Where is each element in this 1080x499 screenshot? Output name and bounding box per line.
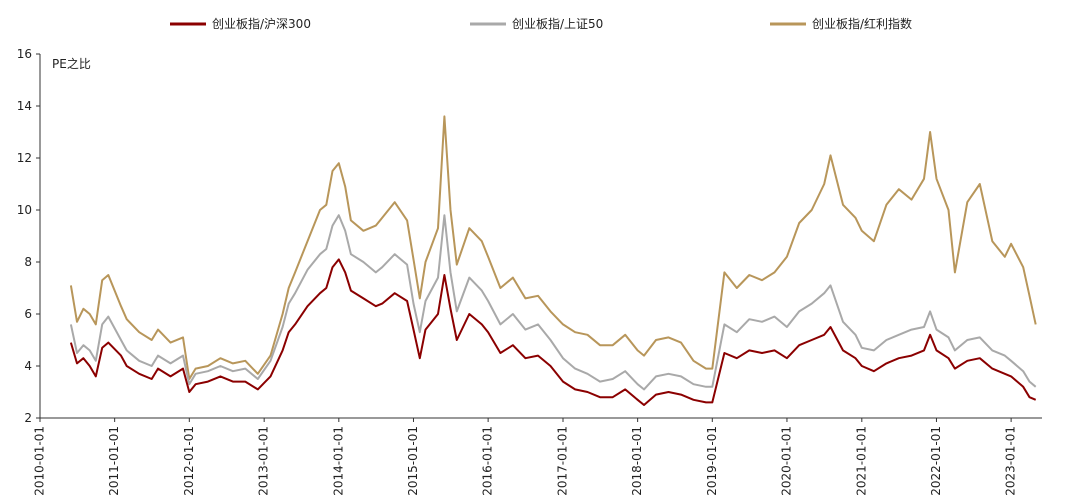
y-tick-label: 16 [17,47,32,61]
series-line-2 [69,115,1037,380]
y-tick-label: 14 [17,99,32,113]
x-tick-label: 2019-01-01 [705,426,719,496]
y-axis-label: PE之比 [52,57,91,71]
x-tick-label: 2020-01-01 [779,426,793,496]
x-tick-label: 2018-01-01 [630,426,644,496]
legend-label-0: 创业板指/沪深300 [212,16,311,31]
x-tick-label: 2010-01-01 [33,426,47,496]
x-tick-label: 2017-01-01 [555,426,569,496]
x-tick-label: 2023-01-01 [1004,426,1018,496]
x-tick-label: 2013-01-01 [257,426,271,496]
x-tick-label: 2012-01-01 [182,426,196,496]
y-tick-label: 4 [24,359,32,373]
y-tick-label: 8 [24,255,32,269]
y-tick-label: 6 [24,307,32,321]
series-line-1 [69,214,1037,391]
y-tick-label: 2 [24,411,32,425]
y-tick-label: 10 [17,203,32,217]
x-tick-label: 2016-01-01 [481,426,495,496]
legend-label-2: 创业板指/红利指数 [812,16,912,31]
axes: 2 4 6 8 10 12 14 16 2010-01-01 2011-01-01 2012-01-… [17,47,1042,496]
x-tick-label: 2022-01-01 [929,426,943,496]
series-layer [69,115,1037,406]
x-tick-label: 2014-01-01 [331,426,345,496]
x-tick-label: 2011-01-01 [107,426,121,496]
series-line-0 [69,258,1037,406]
legend: 创业板指/沪深300 创业板指/上证50 创业板指/红利指数 [170,16,912,31]
x-tick-label: 2015-01-01 [406,426,420,496]
legend-label-1: 创业板指/上证50 [512,16,603,31]
x-tick-label: 2021-01-01 [854,426,868,496]
y-tick-label: 12 [17,151,32,165]
